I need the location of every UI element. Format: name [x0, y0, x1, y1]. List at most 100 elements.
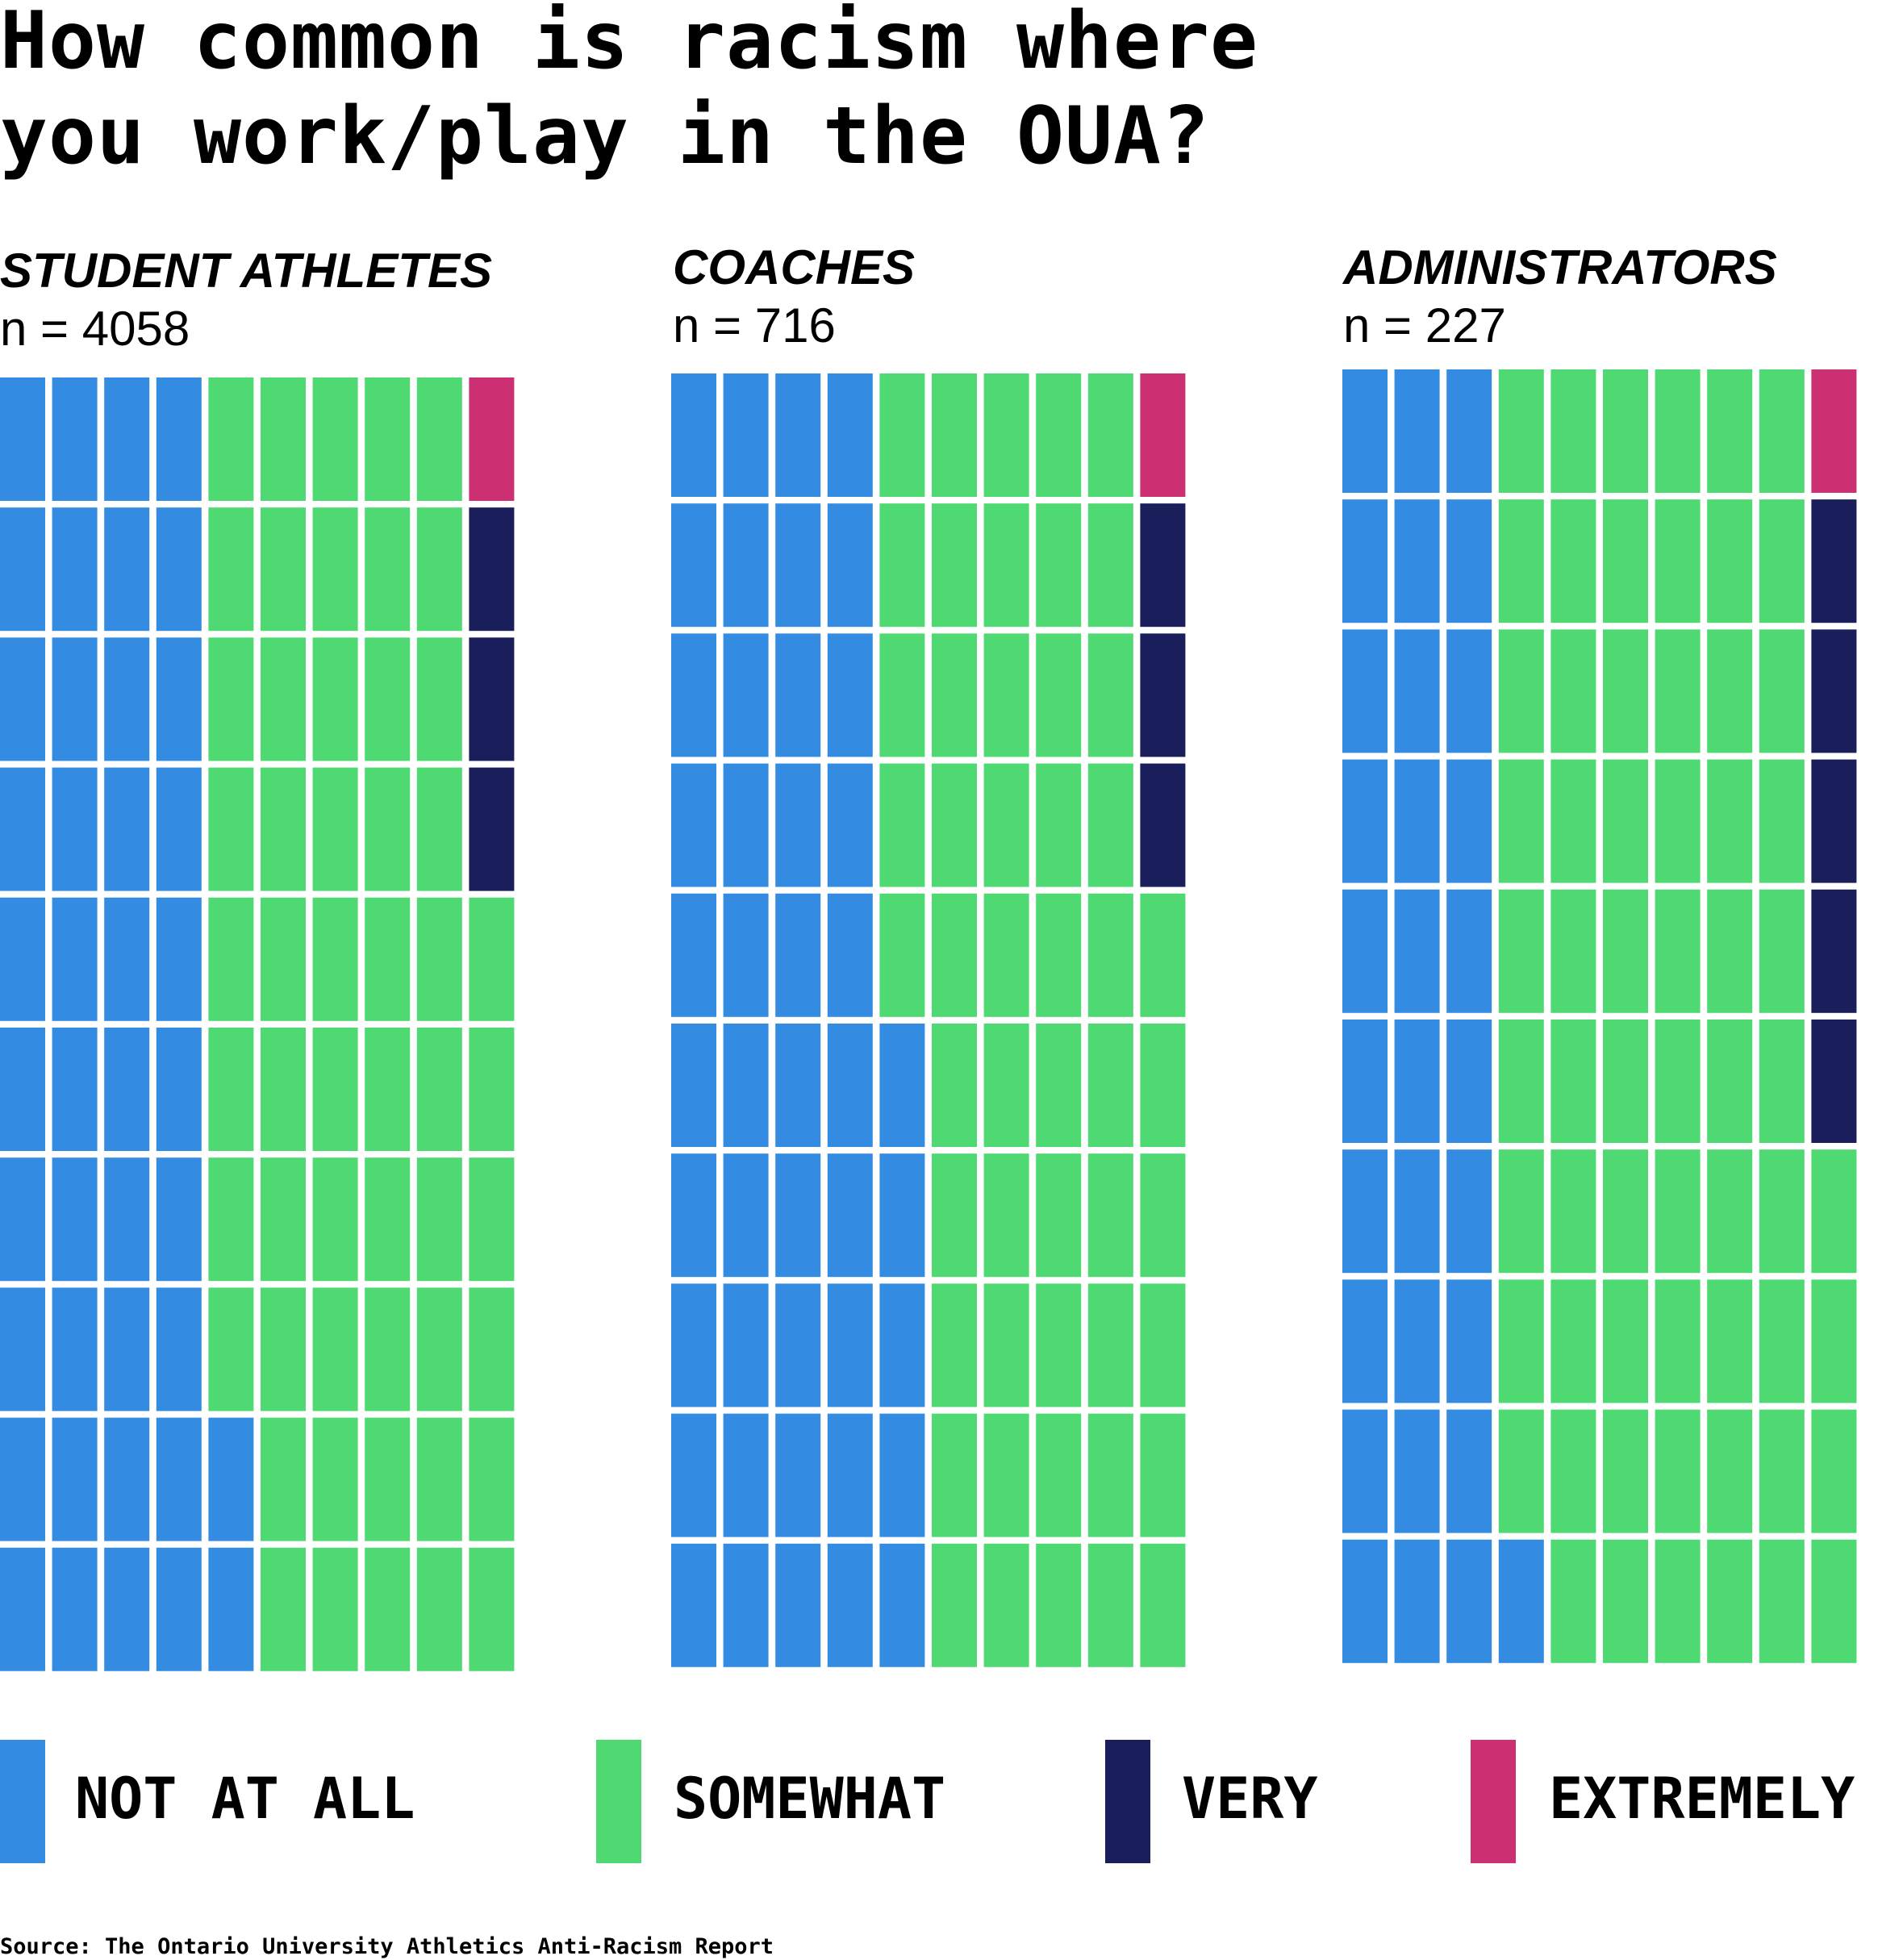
waffle-cell-not-at-all	[827, 1413, 873, 1537]
waffle-cell-not-at-all	[1342, 629, 1388, 753]
waffle-cell-somewhat	[312, 767, 358, 891]
waffle-cell-somewhat	[1655, 759, 1701, 883]
waffle-cell-somewhat	[1498, 1020, 1544, 1143]
legend-label-not-at-all: NOT AT ALL	[75, 1766, 415, 1832]
waffle-cell-not-at-all	[671, 503, 716, 628]
waffle-cell-not-at-all	[208, 1547, 254, 1671]
waffle-cell-not-at-all	[1498, 1539, 1544, 1663]
group-name: ADMINISTRATORS	[1343, 240, 1777, 294]
waffle-cell-not-at-all	[104, 377, 150, 501]
legend-swatch-extremely	[1471, 1740, 1516, 1863]
waffle-cell-somewhat	[983, 1413, 1029, 1537]
waffle-cell-somewhat	[932, 373, 977, 497]
waffle-cell-not-at-all	[1394, 889, 1440, 1013]
waffle-cell-not-at-all	[775, 1153, 821, 1278]
waffle-cell-not-at-all	[156, 377, 202, 501]
waffle-cell-not-at-all	[671, 763, 716, 887]
waffle-cell-somewhat	[983, 1024, 1029, 1147]
waffle-cell-somewhat	[208, 377, 254, 501]
waffle-cell-not-at-all	[1342, 1409, 1388, 1533]
waffle-cell-somewhat	[1550, 1020, 1596, 1143]
waffle-cell-somewhat	[1811, 1279, 1857, 1403]
waffle-cell-somewhat	[1759, 1409, 1805, 1533]
waffle-cell-somewhat	[1550, 629, 1596, 753]
waffle-cell-somewhat	[1707, 1020, 1753, 1143]
waffle-cell-somewhat	[365, 1287, 411, 1412]
waffle-cell-somewhat	[1603, 1409, 1648, 1533]
waffle-cell-not-at-all	[671, 1543, 716, 1667]
waffle-cell-somewhat	[1655, 889, 1701, 1013]
waffle-cell-somewhat	[1759, 1020, 1805, 1143]
waffle-cell-somewhat	[932, 763, 977, 887]
waffle-cell-somewhat	[932, 1153, 977, 1278]
waffle-cell-somewhat	[1603, 1149, 1648, 1274]
waffle-cell-not-at-all	[723, 1543, 769, 1667]
waffle-cell-very	[1140, 503, 1186, 628]
waffle-cell-not-at-all	[1342, 369, 1388, 493]
waffle-cell-not-at-all	[104, 637, 150, 761]
waffle-cell-somewhat	[1140, 1153, 1186, 1278]
waffle-cell-not-at-all	[156, 507, 202, 632]
waffle-cell-somewhat	[312, 897, 358, 1021]
waffle-cell-somewhat	[983, 1153, 1029, 1278]
waffle-cell-very	[1140, 763, 1186, 887]
waffle-cell-somewhat	[983, 373, 1029, 497]
legend-label-somewhat: SOMEWHAT	[674, 1766, 946, 1832]
waffle-cell-somewhat	[1087, 1543, 1133, 1667]
waffle-cell-somewhat	[365, 377, 411, 501]
waffle-cell-somewhat	[1036, 1543, 1082, 1667]
waffle-cell-not-at-all	[671, 1153, 716, 1278]
waffle-cell-not-at-all	[52, 897, 98, 1021]
waffle-cell-somewhat	[365, 897, 411, 1021]
waffle-cell-not-at-all	[827, 633, 873, 757]
waffle-cell-somewhat	[1550, 759, 1596, 883]
waffle-cell-not-at-all	[723, 1413, 769, 1537]
waffle-cell-not-at-all	[156, 1157, 202, 1282]
waffle-cell-somewhat	[365, 767, 411, 891]
waffle-cell-somewhat	[261, 767, 306, 891]
waffle-cell-somewhat	[312, 1417, 358, 1541]
waffle-cell-not-at-all	[827, 1153, 873, 1278]
waffle-cell-not-at-all	[775, 373, 821, 497]
waffle-cell-somewhat	[983, 763, 1029, 887]
waffle-cell-not-at-all	[52, 1287, 98, 1412]
waffle-cell-somewhat	[1036, 373, 1082, 497]
source-note: Source: The Ontario University Athletics…	[0, 1934, 774, 1959]
waffle-cell-not-at-all	[1446, 499, 1492, 623]
waffle-cell-not-at-all	[1394, 1279, 1440, 1403]
waffle-cell-somewhat	[365, 507, 411, 632]
waffle-cell-not-at-all	[671, 633, 716, 757]
waffle-cell-extremely	[1140, 373, 1186, 497]
waffle-cell-not-at-all	[723, 503, 769, 628]
waffle-cell-not-at-all	[775, 893, 821, 1017]
waffle-cell-very	[1811, 759, 1857, 883]
waffle-cell-not-at-all	[723, 1153, 769, 1278]
waffle-cell-somewhat	[1655, 1020, 1701, 1143]
waffle-cell-not-at-all	[0, 1547, 45, 1671]
waffle-cell-somewhat	[1603, 499, 1648, 623]
waffle-cell-somewhat	[1550, 1539, 1596, 1663]
waffle-cell-not-at-all	[723, 893, 769, 1017]
waffle-cell-somewhat	[416, 507, 462, 632]
legend-swatch-very	[1105, 1740, 1150, 1863]
waffle-cell-not-at-all	[1394, 1149, 1440, 1274]
waffle-cell-somewhat	[1707, 499, 1753, 623]
waffle-cell-not-at-all	[0, 767, 45, 891]
waffle-cell-not-at-all	[775, 1283, 821, 1407]
waffle-cell-somewhat	[261, 1417, 306, 1541]
waffle-cell-somewhat	[1655, 499, 1701, 623]
waffle-cell-not-at-all	[1394, 1020, 1440, 1143]
waffle-cell-not-at-all	[156, 1417, 202, 1541]
legend-label-extremely: EXTREMELY	[1549, 1766, 1855, 1832]
waffle-cell-not-at-all	[775, 1543, 821, 1667]
waffle-cell-not-at-all	[156, 637, 202, 761]
waffle-cell-not-at-all	[775, 1024, 821, 1147]
waffle-cell-somewhat	[1140, 1283, 1186, 1407]
waffle-cell-not-at-all	[104, 1157, 150, 1282]
waffle-cell-somewhat	[365, 637, 411, 761]
waffle-cell-not-at-all	[1394, 1409, 1440, 1533]
waffle-cell-somewhat	[1655, 1539, 1701, 1663]
waffle-cell-somewhat	[416, 377, 462, 501]
waffle-cell-somewhat	[1655, 629, 1701, 753]
waffle-cell-somewhat	[1087, 893, 1133, 1017]
